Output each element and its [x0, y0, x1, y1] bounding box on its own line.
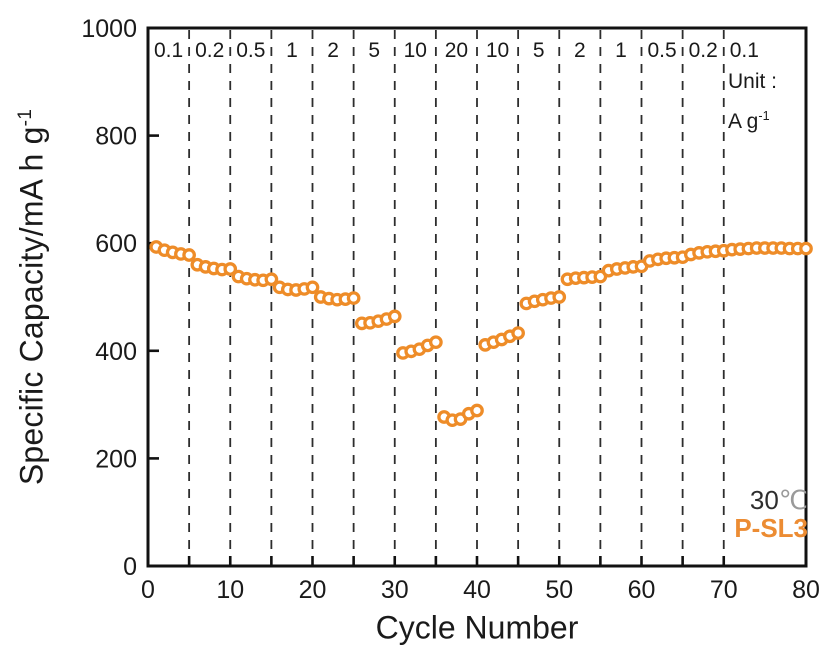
rate-label: 5: [368, 39, 380, 62]
plot-frame: [146, 26, 808, 568]
rate-label: 10: [404, 39, 427, 62]
data-point: [387, 309, 402, 324]
data-point: [346, 291, 361, 305]
temperature-value: 30: [749, 485, 779, 515]
x-tick-label: 0: [141, 576, 155, 604]
x-tick-label: 50: [545, 576, 573, 604]
corner-annotation: 30℃ P-SL3: [734, 486, 808, 542]
rate-label: 10: [486, 39, 509, 62]
data-point: [429, 335, 443, 350]
rate-label: 2: [574, 39, 586, 62]
rate-label: 20: [445, 39, 468, 62]
y-axis-title: Specific Capacity/mA h g-1: [14, 109, 51, 485]
x-tick-label: 60: [628, 576, 656, 604]
x-tick-label: 10: [216, 576, 244, 604]
x-tick-label: 20: [299, 576, 327, 604]
x-tick-labels: 0 10 20 30 40 50 60 70 80: [141, 576, 820, 604]
unit-annotation-line2: A g-1: [728, 102, 777, 142]
y-tick-label: 800: [95, 123, 137, 151]
y-tick-labels: 0 200 400 600 800 1000: [81, 15, 137, 581]
unit-annotation-line2-superscript: -1: [758, 108, 770, 123]
rate-label: 0.2: [195, 39, 224, 62]
rate-label: 2: [327, 39, 339, 62]
y-tick-label: 0: [123, 553, 137, 581]
x-tick-label: 80: [792, 576, 820, 604]
rate-label: 0.1: [154, 39, 183, 62]
data-point: [182, 248, 196, 262]
rate-label: 5: [533, 39, 545, 62]
rate-label: 0.5: [647, 39, 676, 62]
x-tick-label: 30: [381, 576, 409, 604]
data-point: [223, 262, 238, 276]
rate-label: 1: [286, 39, 298, 62]
x-axis-title: Cycle Number: [375, 609, 579, 646]
sample-label: P-SL3: [734, 513, 808, 544]
data-series-points: [149, 240, 813, 428]
y-tick-label: 400: [95, 338, 137, 366]
x-tick-label: 70: [710, 576, 738, 604]
temperature-label: 30℃: [734, 486, 808, 514]
data-point: [552, 290, 567, 304]
data-point: [511, 326, 525, 340]
rate-divider-lines: [188, 30, 725, 564]
y-tick-label: 1000: [81, 15, 137, 43]
y-tick-label: 200: [95, 445, 137, 473]
rate-label: 0.1: [730, 39, 759, 62]
data-point: [305, 280, 320, 295]
axis-ticks: [146, 26, 808, 568]
rate-label: 0.5: [236, 39, 265, 62]
y-axis-title-superscript: -1: [14, 108, 36, 127]
celsius-symbol: ℃: [778, 485, 808, 515]
x-tick-label: 40: [463, 576, 491, 604]
data-point: [264, 272, 279, 287]
unit-annotation: Unit : A g-1: [728, 62, 777, 142]
unit-annotation-line2-text: A g: [728, 109, 759, 133]
rate-labels: 0.1 0.2 0.5 1 2 5 10 20 10 5 2 1 0.5 0.2 0.1: [154, 39, 759, 62]
unit-annotation-line1: Unit :: [728, 70, 778, 93]
rate-label: 1: [615, 39, 627, 62]
data-point: [470, 403, 484, 418]
y-tick-label: 600: [95, 230, 137, 258]
y-axis-title-text: Specific Capacity/mA h g: [13, 126, 50, 486]
data-point: [799, 241, 813, 256]
rate-label: 0.2: [689, 39, 718, 62]
